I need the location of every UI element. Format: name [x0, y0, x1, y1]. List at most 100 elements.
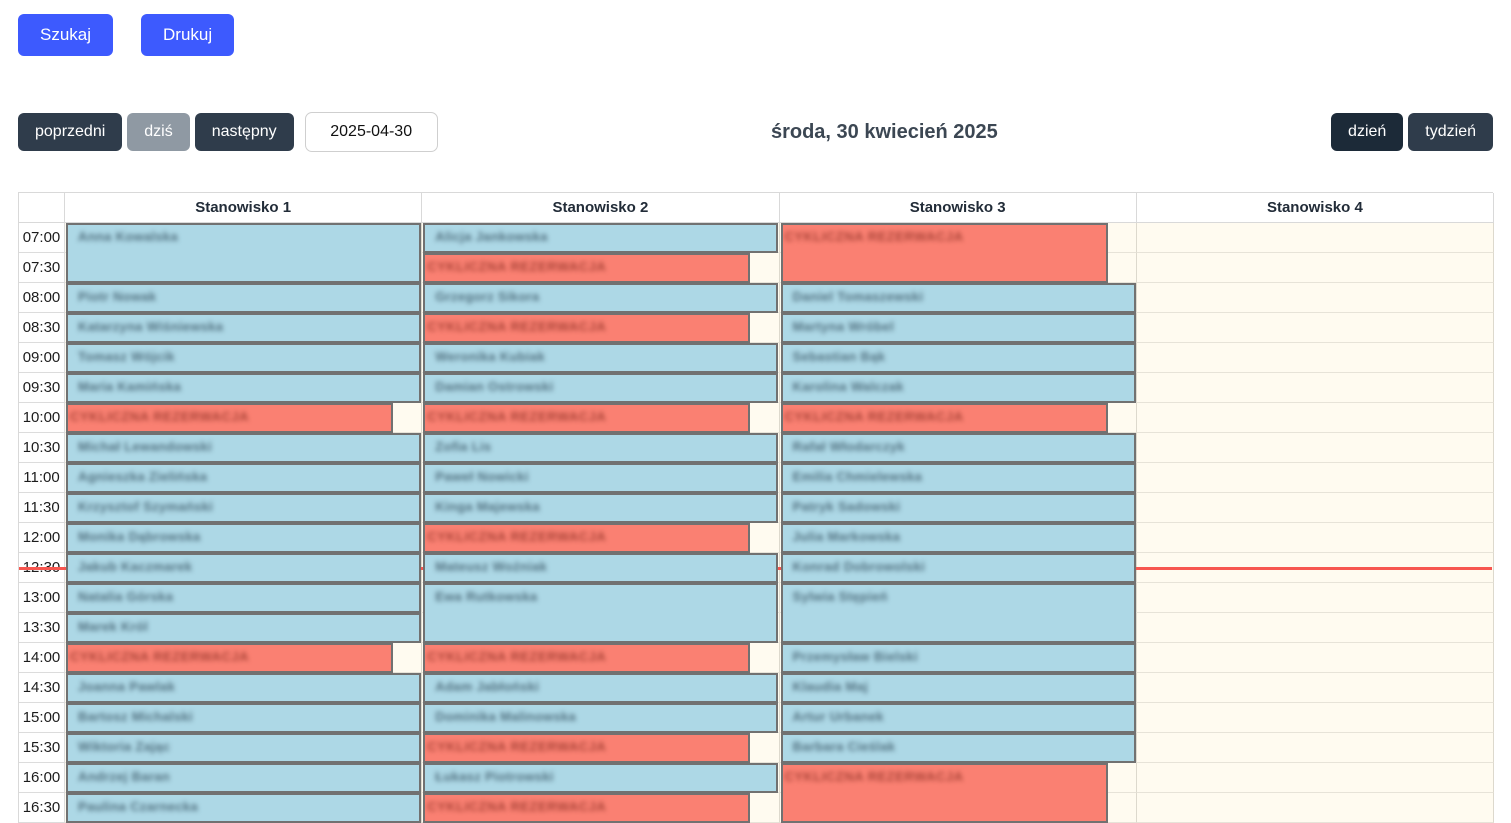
week-view-button[interactable]: tydzień — [1408, 113, 1493, 151]
empty-slot[interactable] — [1136, 283, 1494, 313]
date-input[interactable] — [304, 112, 438, 152]
recurring-event-block[interactable]: CYKLICZNA REZERWACJA — [423, 523, 751, 553]
event-title: Klaudia Maj — [792, 679, 869, 694]
empty-slot[interactable] — [1136, 703, 1494, 733]
empty-slot[interactable] — [1136, 313, 1494, 343]
empty-slot[interactable] — [1136, 493, 1494, 523]
recurring-event-block[interactable]: CYKLICZNA REZERWACJA — [780, 223, 1108, 283]
event-title: Damian Ostrowski — [435, 379, 554, 394]
event-title: Ewa Rutkowska — [435, 589, 538, 604]
event-block[interactable]: Wiktoria Zając — [66, 733, 421, 763]
event-block[interactable]: Weronika Kubiak — [423, 343, 779, 373]
empty-slot[interactable] — [1136, 343, 1494, 373]
view-switch-group: dzień tydzień — [1331, 113, 1493, 151]
empty-slot[interactable] — [1136, 523, 1494, 553]
today-button[interactable]: dziś — [127, 113, 190, 151]
event-block[interactable]: Ewa Rutkowska — [423, 583, 779, 643]
recurring-event-block[interactable]: CYKLICZNA REZERWACJA — [780, 403, 1108, 433]
next-day-button[interactable]: następny — [194, 113, 294, 151]
recurring-event-block[interactable]: CYKLICZNA REZERWACJA — [66, 643, 393, 673]
event-block[interactable]: Joanna Pawlak — [66, 673, 421, 703]
event-block[interactable]: Rafał Włodarczyk — [780, 433, 1136, 463]
search-button[interactable]: Szukaj — [18, 14, 114, 56]
event-title: Weronika Kubiak — [435, 349, 545, 364]
event-block[interactable]: Przemysław Bielski — [780, 643, 1136, 673]
recurring-event-block[interactable]: CYKLICZNA REZERWACJA — [780, 763, 1108, 823]
event-block[interactable]: Grzegorz Sikora — [423, 283, 779, 313]
previous-day-button[interactable]: poprzedni — [18, 113, 123, 151]
event-block[interactable]: Konrad Dobrowolski — [780, 553, 1136, 583]
event-block[interactable]: Łukasz Piotrowski — [423, 763, 779, 793]
recurring-event-block[interactable]: CYKLICZNA REZERWACJA — [423, 733, 751, 763]
event-block[interactable]: Maria Kamińska — [66, 373, 421, 403]
empty-slot[interactable] — [1136, 583, 1494, 613]
event-block[interactable]: Emilia Chmielewska — [780, 463, 1136, 493]
event-block[interactable]: Michał Lewandowski — [66, 433, 421, 463]
empty-slot[interactable] — [1136, 403, 1494, 433]
time-cell: 09:30 — [19, 373, 65, 403]
empty-slot[interactable] — [1136, 253, 1494, 283]
event-block[interactable]: Mateusz Woźniak — [423, 553, 779, 583]
recurring-event-block[interactable]: CYKLICZNA REZERWACJA — [423, 403, 751, 433]
event-block[interactable]: Paulina Czarnecka — [66, 793, 421, 823]
event-block[interactable]: Damian Ostrowski — [423, 373, 779, 403]
event-block[interactable]: Natalia Górska — [66, 583, 421, 613]
event-block[interactable]: Krzysztof Szymański — [66, 493, 421, 523]
event-block[interactable]: Sebastian Bąk — [780, 343, 1136, 373]
event-block[interactable]: Karolina Walczak — [780, 373, 1136, 403]
empty-slot[interactable] — [1136, 643, 1494, 673]
event-block[interactable]: Marek Król — [66, 613, 421, 643]
event-block[interactable]: Anna Kowalska — [66, 223, 421, 283]
time-cell: 16:30 — [19, 793, 65, 823]
empty-slot[interactable] — [1136, 763, 1494, 793]
recurring-event-block[interactable]: CYKLICZNA REZERWACJA — [423, 793, 751, 823]
event-title: CYKLICZNA REZERWACJA — [70, 649, 250, 664]
event-block[interactable]: Klaudia Maj — [780, 673, 1136, 703]
empty-slot[interactable] — [1136, 463, 1494, 493]
empty-slot[interactable] — [1136, 793, 1494, 823]
event-block[interactable]: Katarzyna Wiśniewska — [66, 313, 421, 343]
event-title: Patryk Sadowski — [792, 499, 901, 514]
event-title: Konrad Dobrowolski — [792, 559, 926, 574]
recurring-event-block[interactable]: CYKLICZNA REZERWACJA — [423, 643, 751, 673]
empty-slot[interactable] — [1136, 373, 1494, 403]
event-block[interactable]: Zofia Lis — [423, 433, 779, 463]
day-view-button[interactable]: dzień — [1331, 113, 1404, 151]
event-title: CYKLICZNA REZERWACJA — [427, 319, 607, 334]
empty-slot[interactable] — [1136, 613, 1494, 643]
recurring-event-block[interactable]: CYKLICZNA REZERWACJA — [423, 253, 751, 283]
print-button[interactable]: Drukuj — [141, 14, 235, 56]
event-block[interactable]: Piotr Nowak — [66, 283, 421, 313]
event-block[interactable]: Julia Markowska — [780, 523, 1136, 553]
event-title: Sylwia Stępień — [792, 589, 888, 604]
empty-slot[interactable] — [1136, 433, 1494, 463]
event-title: Julia Markowska — [792, 529, 901, 544]
event-block[interactable]: Jakub Kaczmarek — [66, 553, 421, 583]
event-block[interactable]: Sylwia Stępień — [780, 583, 1136, 643]
event-block[interactable]: Artur Urbanek — [780, 703, 1136, 733]
time-cell: 07:00 — [19, 223, 65, 253]
event-block[interactable]: Adam Jabłoński — [423, 673, 779, 703]
event-block[interactable]: Dominika Malinowska — [423, 703, 779, 733]
event-title: Mateusz Woźniak — [435, 559, 548, 574]
event-block[interactable]: Paweł Nowicki — [423, 463, 779, 493]
event-block[interactable]: Alicja Jankowska — [423, 223, 779, 253]
empty-slot[interactable] — [1136, 673, 1494, 703]
event-title: CYKLICZNA REZERWACJA — [784, 229, 964, 244]
event-block[interactable]: Andrzej Baran — [66, 763, 421, 793]
event-block[interactable]: Barbara Cieślak — [780, 733, 1136, 763]
event-block[interactable]: Agnieszka Zielińska — [66, 463, 421, 493]
empty-slot[interactable] — [1136, 733, 1494, 763]
recurring-event-block[interactable]: CYKLICZNA REZERWACJA — [423, 313, 751, 343]
event-block[interactable]: Monika Dąbrowska — [66, 523, 421, 553]
event-block[interactable]: Tomasz Wójcik — [66, 343, 421, 373]
event-title: Natalia Górska — [78, 589, 174, 604]
event-block[interactable]: Martyna Wróbel — [780, 313, 1136, 343]
event-block[interactable]: Bartosz Michalski — [66, 703, 421, 733]
event-block[interactable]: Daniel Tomaszewski — [780, 283, 1136, 313]
empty-slot[interactable] — [1136, 223, 1494, 253]
event-block[interactable]: Patryk Sadowski — [780, 493, 1136, 523]
time-cell: 11:00 — [19, 463, 65, 493]
recurring-event-block[interactable]: CYKLICZNA REZERWACJA — [66, 403, 393, 433]
event-block[interactable]: Kinga Majewska — [423, 493, 779, 523]
